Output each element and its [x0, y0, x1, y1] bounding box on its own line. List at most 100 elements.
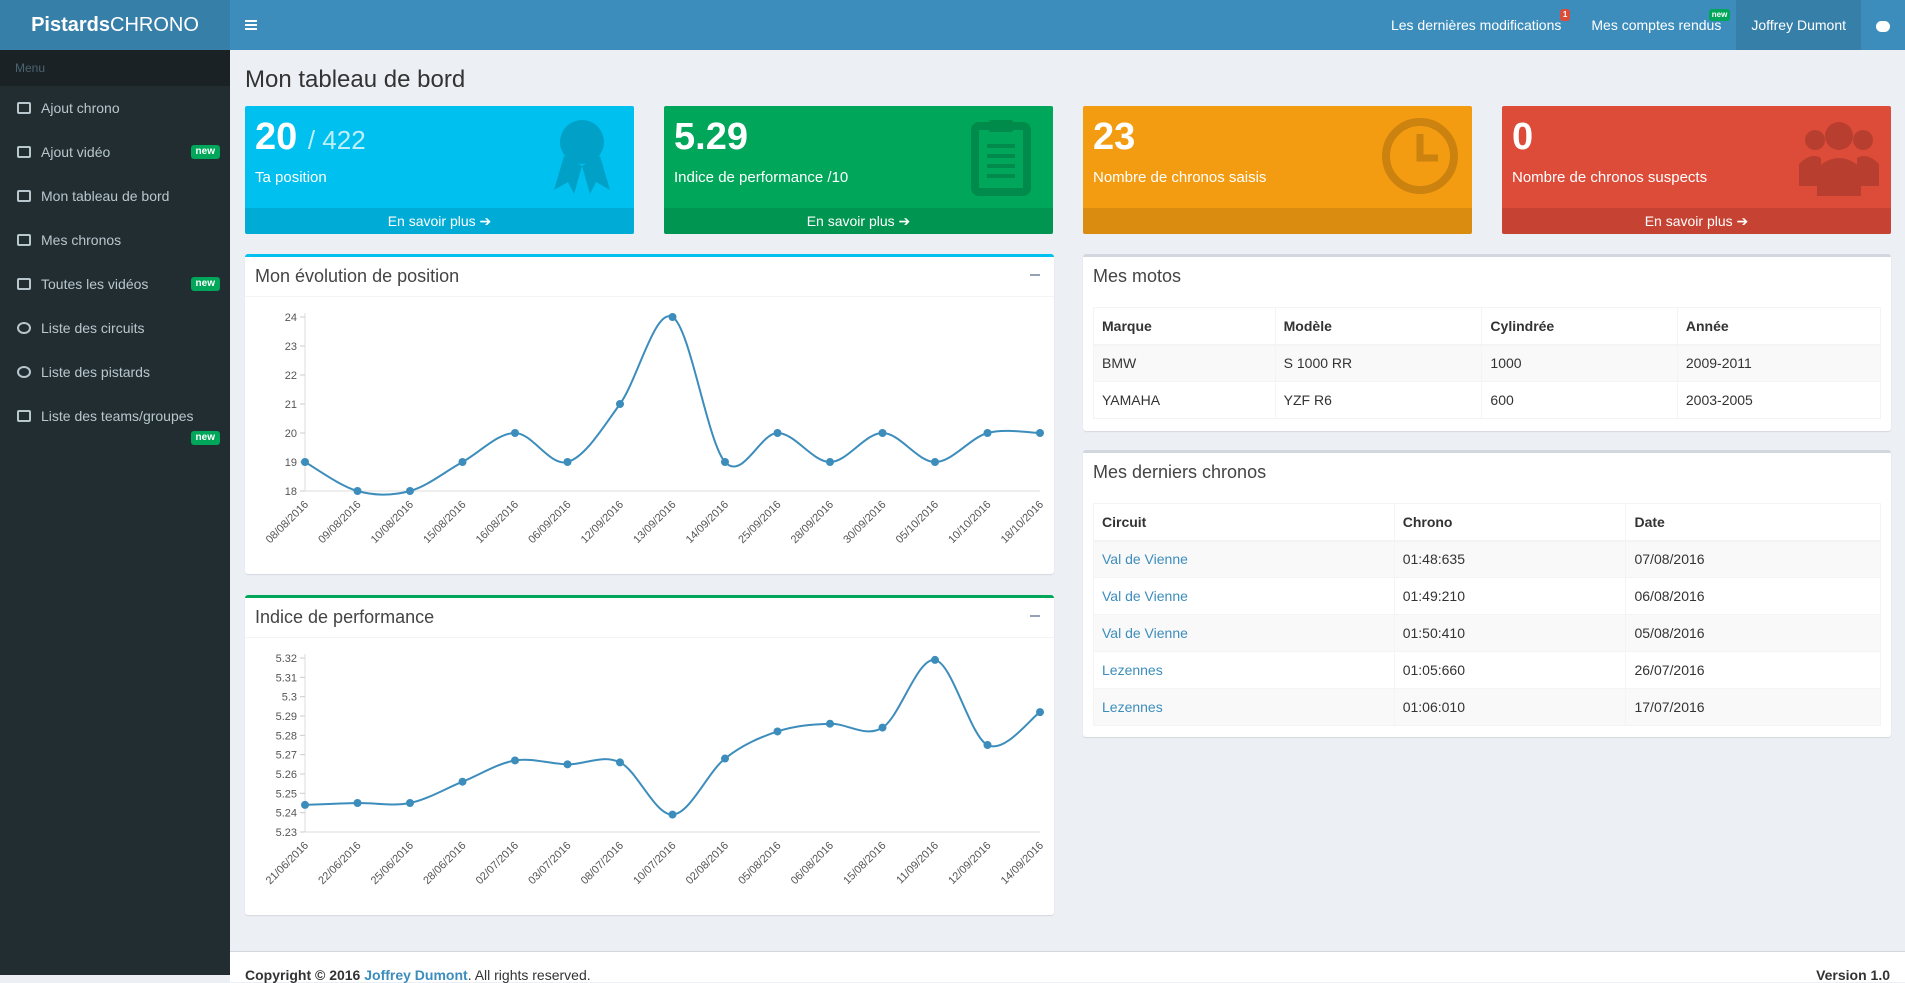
data-point[interactable] [773, 429, 782, 437]
sidebar-item-2[interactable]: Mon tableau de bord [0, 174, 230, 218]
app-logo[interactable]: PistardsCHRONO [0, 0, 230, 50]
x-tick-label: 02/07/2016 [474, 840, 521, 887]
collapse-button[interactable] [1030, 606, 1040, 626]
circuit-link[interactable]: Val de Vienne [1102, 588, 1188, 604]
series-line [304, 315, 1041, 496]
circuit-link[interactable]: Lezennes [1102, 699, 1163, 715]
stat-value: 23 [1093, 116, 1135, 159]
collapse-button[interactable] [1030, 265, 1040, 285]
data-point[interactable] [773, 727, 782, 736]
author-link[interactable]: Joffrey Dumont [364, 967, 468, 983]
table-row: Lezennes 01:05:660 26/07/2016 [1093, 651, 1881, 689]
data-point[interactable] [721, 458, 729, 466]
data-point[interactable] [301, 800, 309, 809]
version-label: Version 1.0 [1816, 967, 1890, 983]
y-tick-label: 18 [285, 486, 297, 498]
data-point[interactable] [511, 429, 519, 437]
data-point[interactable] [826, 719, 834, 728]
ribbon-award-icon [542, 116, 622, 199]
x-tick-label: 08/08/2016 [264, 499, 311, 546]
data-point[interactable] [301, 458, 309, 466]
data-point[interactable] [563, 458, 572, 466]
more-info-link[interactable]: En savoir plus ➔ [245, 208, 634, 234]
sidebar-item-5[interactable]: Liste des circuits [0, 306, 230, 350]
circuit-link[interactable]: Lezennes [1102, 662, 1163, 678]
column-header: Circuit [1093, 503, 1395, 542]
chronos-table-wrap: Circuit Chrono Date Val de Vienne 01:48:635 0… [1083, 493, 1891, 736]
circuit-link[interactable]: Val de Vienne [1102, 625, 1188, 641]
data-point[interactable] [721, 754, 729, 763]
data-point[interactable] [1036, 708, 1044, 717]
more-info-link[interactable]: En savoir plus ➔ [1502, 208, 1891, 234]
y-tick-label: 24 [285, 312, 297, 324]
data-point[interactable] [616, 400, 624, 408]
video-camera-icon [17, 278, 31, 290]
nav-reports[interactable]: Mes comptes rendus new [1576, 0, 1736, 50]
x-tick-label: 10/08/2016 [369, 499, 416, 546]
data-point[interactable] [563, 760, 572, 769]
data-point[interactable] [353, 799, 362, 807]
x-tick-label: 22/06/2016 [316, 840, 363, 887]
more-info-label: En savoir plus [1644, 213, 1733, 229]
sidebar-item-label: Liste des pistards [41, 364, 150, 380]
sidebar-item-6[interactable]: Liste des pistards [0, 350, 230, 394]
data-point[interactable] [931, 458, 939, 466]
data-point[interactable] [826, 458, 834, 466]
stat-label: Ta position [255, 169, 327, 186]
x-tick-label: 14/09/2016 [684, 499, 731, 546]
table-cell: 1000 [1481, 344, 1678, 382]
data-point[interactable] [406, 487, 414, 495]
chat-button[interactable] [1861, 0, 1905, 50]
stat-value: 5.29 [674, 116, 748, 159]
stat-box-1: 5.29 Indice de performance /10 En savoir p… [664, 106, 1053, 234]
stat-number: 20 [255, 116, 298, 158]
dashboard-icon [17, 102, 31, 114]
column-header: Marque [1093, 307, 1276, 346]
table-cell: YZF R6 [1274, 381, 1483, 419]
stat-value: 20 / 422 [255, 116, 366, 159]
circuit-link[interactable]: Val de Vienne [1102, 551, 1188, 568]
sidebar-toggle-button[interactable] [230, 0, 272, 50]
sidebar-item-label: Liste des circuits [41, 320, 145, 336]
data-point[interactable] [668, 313, 677, 321]
data-point[interactable] [878, 723, 887, 732]
sidebar-item-0[interactable]: Ajout chrono [0, 86, 230, 130]
table-cell: BMW [1093, 344, 1276, 382]
sidebar-item-1[interactable]: Ajout vidéo new [0, 130, 230, 174]
sidebar-item-4[interactable]: Toutes les vidéos new [0, 262, 230, 306]
performance-chart: 5.23 5.24 5.25 5.26 5.27 5.28 5.29 5.3 5.31 5.32 2… [264, 653, 1046, 887]
data-point[interactable] [511, 756, 519, 765]
data-point[interactable] [983, 429, 992, 437]
more-info-link[interactable]: En savoir plus ➔ [664, 208, 1053, 234]
table-cell: 07/08/2016 [1625, 540, 1881, 578]
data-point[interactable] [983, 741, 992, 749]
nav-latest-changes[interactable]: Les dernières modifications 1 [1376, 0, 1576, 50]
y-tick-label: 21 [285, 399, 297, 411]
data-point[interactable] [458, 458, 467, 466]
position-chart-box: Mon évolution de position 18 19 20 21 22 23 24… [245, 254, 1054, 574]
x-tick-label: 28/06/2016 [421, 840, 468, 887]
more-info-label: En savoir plus [806, 213, 895, 229]
y-tick-label: 5.29 [276, 711, 297, 723]
user-menu[interactable]: Joffrey Dumont [1736, 0, 1861, 50]
data-point[interactable] [931, 655, 939, 664]
data-point[interactable] [353, 487, 362, 495]
data-point[interactable] [406, 799, 414, 807]
motos-title: Mes motos [1093, 266, 1182, 286]
new-badge: new [190, 277, 220, 291]
x-tick-label: 28/09/2016 [789, 499, 836, 546]
data-point[interactable] [1036, 429, 1044, 437]
data-point[interactable] [458, 777, 467, 786]
list-icon [17, 234, 31, 246]
stat-label: Indice de performance /10 [674, 169, 849, 186]
sidebar-heading: Menu [0, 50, 230, 86]
table-cell: 01:48:635 [1393, 540, 1627, 578]
table-cell: 01:49:210 [1393, 577, 1627, 615]
sidebar-item-3[interactable]: Mes chronos [0, 218, 230, 262]
data-point[interactable] [878, 429, 887, 437]
table-row: Val de Vienne 01:49:210 06/08/2016 [1093, 577, 1881, 615]
data-point[interactable] [616, 758, 624, 767]
sidebar-item-7[interactable]: Liste des teams/groupes new [0, 394, 230, 445]
data-point[interactable] [668, 810, 677, 819]
column-header: Cylindrée [1481, 307, 1678, 346]
